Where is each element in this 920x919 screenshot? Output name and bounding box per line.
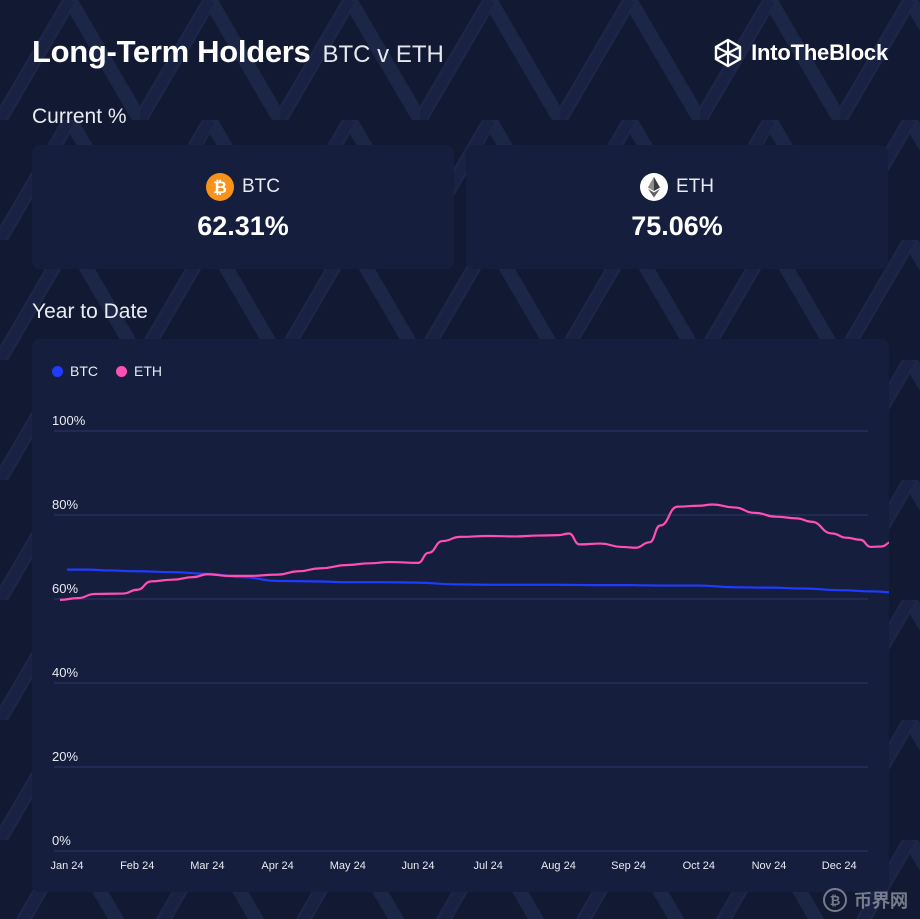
btc-card-name: BTC [242, 175, 280, 197]
x-tick-label: Feb 24 [120, 860, 154, 872]
x-tick-label: Jul 24 [474, 860, 503, 872]
legend-dot-btc [52, 365, 63, 377]
title-subtitle: BTC v ETH [322, 41, 444, 68]
x-tick-label: Aug 24 [541, 860, 576, 872]
y-tick-label: 60% [52, 581, 78, 596]
x-tick-label: May 24 [330, 860, 366, 872]
x-tick-label: Mar 24 [190, 860, 224, 872]
ethereum-icon [640, 172, 668, 201]
line-chart: 0% 20% 40% 60% 80% 100% Jan 24 Feb 24 Mar 24 Apr … [50, 413, 889, 872]
chart-legend: BTC ETH [52, 363, 180, 379]
eth-card-name: ETH [676, 175, 714, 197]
ytd-section-label: Year to Date [32, 300, 148, 323]
brand-logo: IntoTheBlock [713, 38, 888, 68]
x-tick-label: Sep 24 [611, 860, 646, 872]
watermark: ₿ 币界网 [822, 887, 908, 913]
x-tick-label: Jan 24 [50, 860, 83, 872]
eth-card-value: 75.06% [631, 210, 723, 241]
y-tick-label: 20% [52, 749, 78, 764]
x-tick-label: Oct 24 [683, 860, 715, 872]
watermark-text: 币界网 [854, 891, 908, 911]
legend-dot-eth [116, 365, 127, 377]
bitcoin-icon: ₿ [206, 172, 234, 201]
svg-text:₿: ₿ [830, 894, 841, 909]
x-tick-label: Dec 24 [822, 860, 857, 872]
y-tick-label: 80% [52, 497, 78, 512]
svg-text:₿: ₿ [213, 178, 227, 198]
brand-name: IntoTheBlock [751, 40, 888, 65]
current-section-label: Current % [32, 105, 127, 128]
legend-item-btc[interactable]: BTC [52, 363, 98, 379]
legend-item-eth[interactable]: ETH [116, 363, 162, 379]
series-line-eth[interactable] [59, 503, 889, 601]
title-main: Long-Term Holders [32, 34, 311, 69]
legend-label-btc: BTC [70, 363, 98, 379]
eth-card: ETH 75.06% [466, 145, 888, 269]
legend-label-eth: ETH [134, 363, 162, 379]
watermark-coin-icon: ₿ [823, 888, 847, 912]
series-line-btc[interactable] [66, 568, 889, 594]
chart-panel: BTC ETH 0% 20% 40% 60% 80% 100% Jan 24 Feb 24 Ma… [32, 339, 889, 892]
intotheblock-logo-icon [714, 38, 742, 68]
x-tick-label: Jun 24 [401, 860, 434, 872]
page-title: Long-Term Holders BTC v ETH [32, 34, 444, 74]
y-tick-label: 40% [52, 665, 78, 680]
y-tick-label: 100% [52, 413, 86, 428]
y-tick-label: 0% [52, 833, 71, 848]
x-tick-label: Apr 24 [261, 860, 293, 872]
btc-card: ₿ BTC 62.31% [32, 145, 454, 269]
x-tick-label: Nov 24 [752, 860, 787, 872]
btc-card-value: 62.31% [197, 210, 289, 241]
